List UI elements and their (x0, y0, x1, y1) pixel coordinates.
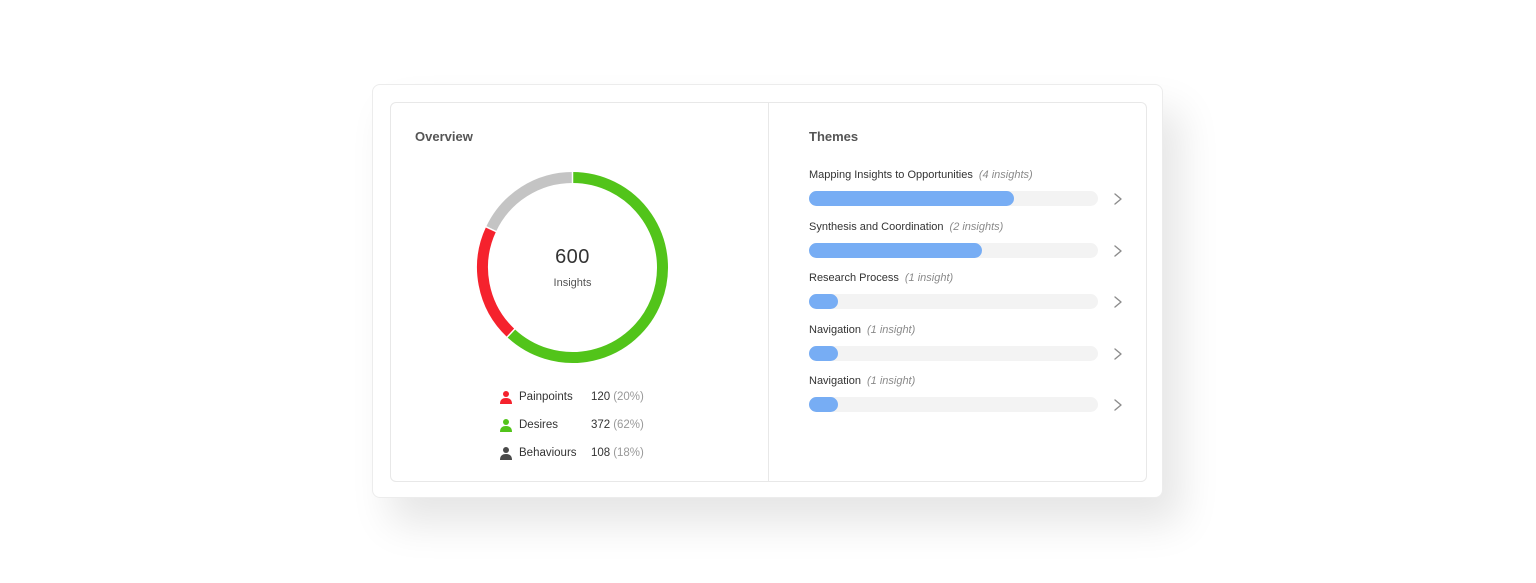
theme-header: Research Process (1 insight) (809, 270, 1139, 286)
legend-label: Behaviours (519, 447, 577, 459)
donut-total: 600 (555, 246, 590, 268)
legend-value: 120 (591, 391, 611, 403)
person-icon (500, 419, 512, 432)
theme-name: Navigation (809, 375, 861, 387)
legend-label: Painpoints (519, 391, 573, 403)
theme-progress-fill (809, 397, 838, 412)
theme-progress-fill (809, 191, 1015, 206)
person-icon (500, 447, 512, 460)
theme-progress-fill (809, 242, 983, 258)
theme-item[interactable]: Mapping Insights to Opportunities (4 insi… (809, 167, 1139, 219)
theme-progress-track (809, 242, 1098, 258)
donut-caption: Insights (553, 277, 592, 289)
legend-row-painpoints: Painpoints 120 (20%) (499, 383, 644, 411)
legend-percent: (62%) (613, 419, 644, 431)
legend-value: 372 (591, 419, 611, 431)
theme-list: Mapping Insights to Opportunities (4 insi… (809, 167, 1139, 425)
theme-name: Research Process (809, 272, 899, 284)
donut-slice-painpoints (477, 226, 515, 338)
theme-name: Synthesis and Coordination (809, 220, 944, 233)
chevron-right-icon[interactable] (1112, 398, 1124, 412)
legend-label: Desires (519, 419, 558, 431)
legend-percent: (18%) (613, 447, 644, 459)
donut-separator (505, 327, 517, 339)
theme-progress-fill (809, 294, 838, 309)
overview-panel: Overview 600 Insights Painpoints 120 (20… (391, 103, 769, 481)
theme-count: (2 insights) (949, 220, 1004, 233)
person-icon (500, 391, 512, 404)
donut-center: 600 Insights (475, 170, 670, 365)
overview-title: Overview (415, 129, 473, 144)
theme-name: Mapping Insights to Opportunities (809, 169, 973, 181)
theme-progress-track (809, 294, 1098, 309)
theme-count: (1 insight) (866, 375, 916, 387)
theme-header: Navigation (1 insight) (809, 373, 1139, 389)
insights-dashboard-card: Overview 600 Insights Painpoints 120 (20… (372, 84, 1163, 498)
theme-count: (4 insights) (978, 169, 1033, 181)
chevron-right-icon[interactable] (1112, 347, 1124, 361)
theme-progress-track (809, 397, 1098, 412)
theme-count: (1 insight) (904, 272, 954, 284)
theme-progress-track (809, 345, 1098, 361)
theme-item[interactable]: Navigation (1 insight) (809, 322, 1139, 374)
theme-item[interactable]: Research Process (1 insight) (809, 270, 1139, 322)
theme-item[interactable]: Synthesis and Coordination (2 insights) (809, 219, 1139, 271)
donut-slice-behaviours (486, 172, 573, 232)
legend-row-behaviours: Behaviours 108 (18%) (499, 439, 644, 467)
insights-panels: Overview 600 Insights Painpoints 120 (20… (390, 102, 1147, 482)
themes-title: Themes (809, 129, 859, 144)
legend-percent: (20%) (613, 391, 644, 403)
themes-panel: Themes Mapping Insights to Opportunities… (769, 103, 1146, 481)
theme-name: Navigation (809, 323, 861, 336)
theme-header: Synthesis and Coordination (2 insights) (809, 219, 1139, 235)
insights-donut-chart: 600 Insights (475, 170, 670, 365)
chevron-right-icon[interactable] (1112, 192, 1124, 206)
donut-slice-desires (507, 172, 668, 363)
overview-legend: Painpoints 120 (20%) Desires 372 (62%) (499, 383, 644, 467)
legend-row-desires: Desires 372 (62%) (499, 411, 644, 439)
theme-progress-track (809, 191, 1098, 206)
theme-count: (1 insight) (866, 323, 916, 336)
donut-svg (477, 170, 668, 363)
theme-item[interactable]: Navigation (1 insight) (809, 373, 1139, 425)
theme-header: Navigation (1 insight) (809, 322, 1139, 338)
chevron-right-icon[interactable] (1112, 244, 1124, 258)
theme-progress-fill (809, 345, 838, 361)
donut-separator (484, 225, 498, 233)
chevron-right-icon[interactable] (1112, 295, 1124, 309)
theme-header: Mapping Insights to Opportunities (4 insi… (809, 167, 1139, 183)
legend-value: 108 (591, 447, 611, 459)
